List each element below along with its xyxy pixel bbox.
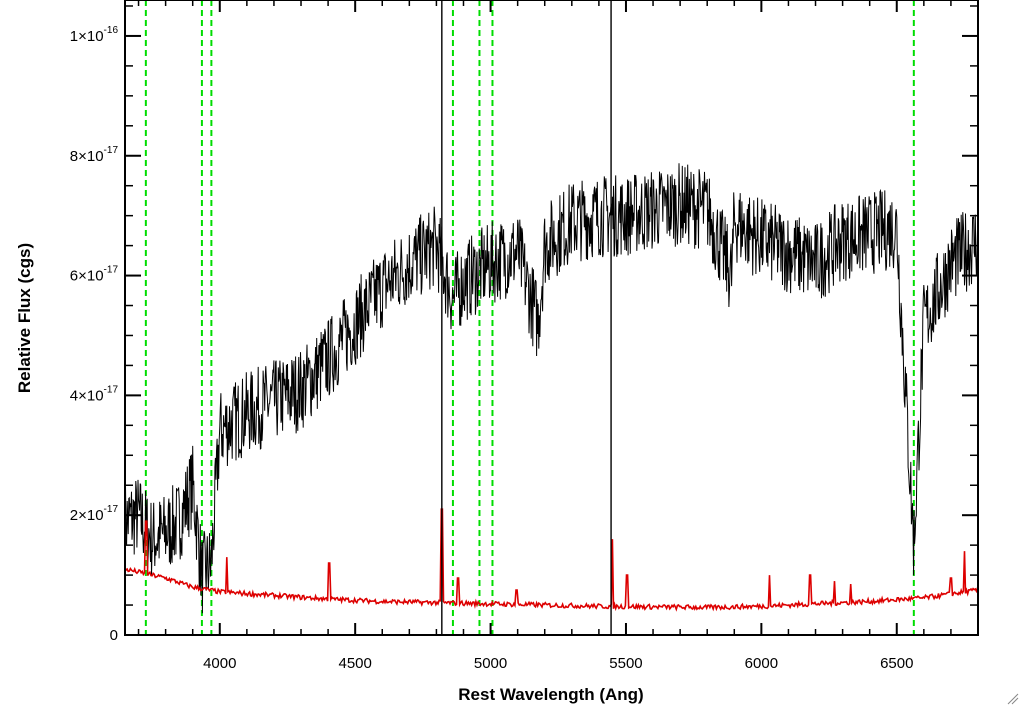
y-tick-label-5: 1×10-16: [70, 25, 119, 45]
emission-line-markers: [144, 0, 915, 635]
data-series: [124, 0, 979, 635]
y-axis-ticks: 0 2×10-17 4×10-17 6×10-17 8×10-17 1×10-16: [70, 5, 978, 644]
x-axis-label: Rest Wavelength (Ang): [458, 685, 643, 704]
y-axis-label: Relative Flux (cgs): [15, 243, 34, 393]
x-tick-label-1: 4500: [338, 655, 371, 672]
x-axis-ticks: 4000 4500 5000 5500 6000 6500: [137, 0, 979, 672]
x-tick-label-5: 6500: [880, 655, 913, 672]
x-tick-label-3: 5500: [609, 655, 642, 672]
series-line-1: [124, 508, 979, 612]
x-tick-label-4: 6000: [745, 655, 778, 672]
resize-grip-icon[interactable]: [1007, 693, 1019, 705]
y-tick-label-3: 6×10-17: [70, 265, 119, 285]
x-tick-label-2: 5000: [474, 655, 507, 672]
y-tick-label-0: 0: [110, 627, 118, 644]
series-line-0: [124, 163, 979, 614]
y-tick-label-4: 8×10-17: [70, 145, 119, 165]
plot-frame: [124, 0, 979, 636]
x-tick-label-0: 4000: [203, 655, 236, 672]
y-tick-label-1: 2×10-17: [70, 504, 119, 524]
y-tick-label-2: 4×10-17: [70, 384, 119, 404]
